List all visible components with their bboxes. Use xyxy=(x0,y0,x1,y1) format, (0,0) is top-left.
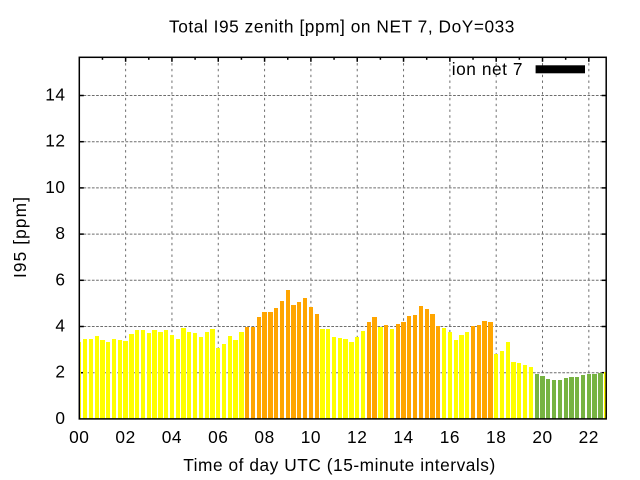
svg-text:10: 10 xyxy=(45,177,65,197)
svg-text:12: 12 xyxy=(45,131,65,151)
svg-text:Time of day UTC (15-minute int: Time of day UTC (15-minute intervals) xyxy=(183,455,496,475)
svg-text:14: 14 xyxy=(45,85,65,105)
svg-text:20: 20 xyxy=(532,427,552,447)
svg-text:10: 10 xyxy=(301,427,321,447)
svg-text:8: 8 xyxy=(55,223,65,243)
svg-text:Total I95 zenith [ppm] on NET: Total I95 zenith [ppm] on NET 7, DoY=033 xyxy=(169,17,515,37)
svg-text:ion net 7: ion net 7 xyxy=(452,59,523,79)
svg-text:00: 00 xyxy=(69,427,89,447)
svg-text:14: 14 xyxy=(393,427,413,447)
svg-text:06: 06 xyxy=(208,427,228,447)
svg-text:4: 4 xyxy=(55,316,65,336)
svg-text:08: 08 xyxy=(254,427,274,447)
svg-text:18: 18 xyxy=(486,427,506,447)
svg-text:6: 6 xyxy=(55,269,65,289)
svg-text:22: 22 xyxy=(579,427,599,447)
svg-text:04: 04 xyxy=(162,427,182,447)
svg-text:12: 12 xyxy=(347,427,367,447)
svg-text:I95 [ppm]: I95 [ppm] xyxy=(10,196,30,278)
svg-text:2: 2 xyxy=(55,362,65,382)
svg-text:02: 02 xyxy=(115,427,135,447)
svg-text:0: 0 xyxy=(55,408,65,428)
svg-text:16: 16 xyxy=(440,427,460,447)
